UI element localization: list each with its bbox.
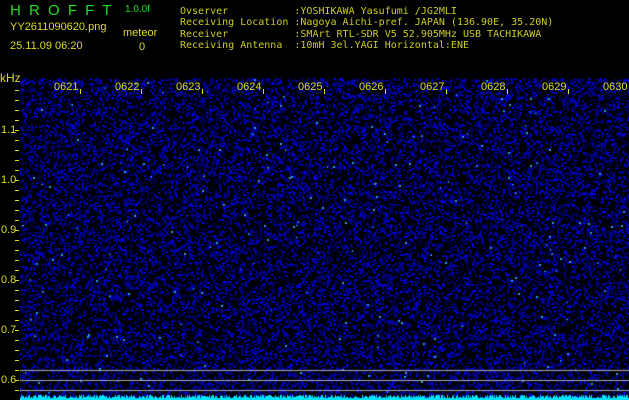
y-minor-tick [15, 350, 19, 351]
y-minor-tick [15, 320, 19, 321]
time-label: 0621 [54, 81, 78, 93]
x-tick [141, 89, 142, 94]
y-minor-tick [15, 370, 19, 371]
y-tick-label: 0.9 [1, 224, 16, 236]
x-tick [446, 89, 447, 94]
x-tick [80, 89, 81, 94]
y-minor-tick [15, 340, 19, 341]
y-tick-label: 1.0 [1, 174, 16, 186]
time-label: 0625 [298, 81, 322, 93]
time-label: 0623 [176, 81, 200, 93]
time-label: 0630 [603, 81, 627, 93]
station-info: Ovserver :YOSHIKAWA Yasufumi /JG2MLI Rec… [180, 6, 553, 51]
y-minor-tick [15, 250, 19, 251]
waterfall-spectrogram [20, 78, 629, 400]
y-minor-tick [15, 190, 19, 191]
time-label: 0627 [420, 81, 444, 93]
info-receiver: Receiver :SMArt RTL-SDR V5 52.905MHz USB… [180, 29, 553, 40]
x-tick [324, 89, 325, 94]
x-tick [507, 89, 508, 94]
info-observer: Ovserver :YOSHIKAWA Yasufumi /JG2MLI [180, 6, 553, 17]
y-minor-tick [15, 310, 19, 311]
time-label: 0629 [542, 81, 566, 93]
y-minor-tick [15, 210, 19, 211]
x-tick [568, 89, 569, 94]
y-tick-label: 0.8 [1, 274, 16, 286]
y-minor-tick [15, 290, 19, 291]
app-title: H R O F F T [10, 2, 113, 19]
y-minor-tick [15, 90, 19, 91]
filename: YY2611090620.png [10, 21, 106, 33]
y-minor-tick [15, 160, 19, 161]
y-minor-tick [15, 150, 19, 151]
y-minor-tick [15, 300, 19, 301]
time-label: 0622 [115, 81, 139, 93]
time-label: 0628 [481, 81, 505, 93]
meteor-label: meteor [123, 27, 157, 39]
y-minor-tick [15, 100, 19, 101]
y-minor-tick [15, 260, 19, 261]
y-minor-tick [15, 270, 19, 271]
y-minor-tick [15, 220, 19, 221]
datetime: 25.11.09 06:20 [10, 40, 83, 52]
y-minor-tick [15, 200, 19, 201]
x-tick [385, 89, 386, 94]
x-tick [263, 89, 264, 94]
y-tick-label: 0.7 [1, 324, 16, 336]
y-minor-tick [15, 120, 19, 121]
y-minor-tick [15, 360, 19, 361]
y-minor-tick [15, 390, 19, 391]
y-tick-label: 0.6 [1, 374, 16, 386]
x-tick [202, 89, 203, 94]
version: 1.0.0f [125, 4, 150, 16]
y-unit: kHz [0, 72, 21, 85]
y-minor-tick [15, 170, 19, 171]
time-label: 0626 [359, 81, 383, 93]
info-antenna: Receiving Antenna :10mH 3el.YAGI Horizon… [180, 40, 553, 51]
y-minor-tick [15, 240, 19, 241]
info-location: Receiving Location :Nagoya Aichi-pref. J… [180, 17, 553, 28]
y-minor-tick [15, 110, 19, 111]
y-minor-tick [15, 140, 19, 141]
y-tick-label: 1.1 [1, 124, 16, 136]
time-label: 0624 [237, 81, 261, 93]
meteor-count: 0 [139, 41, 145, 53]
